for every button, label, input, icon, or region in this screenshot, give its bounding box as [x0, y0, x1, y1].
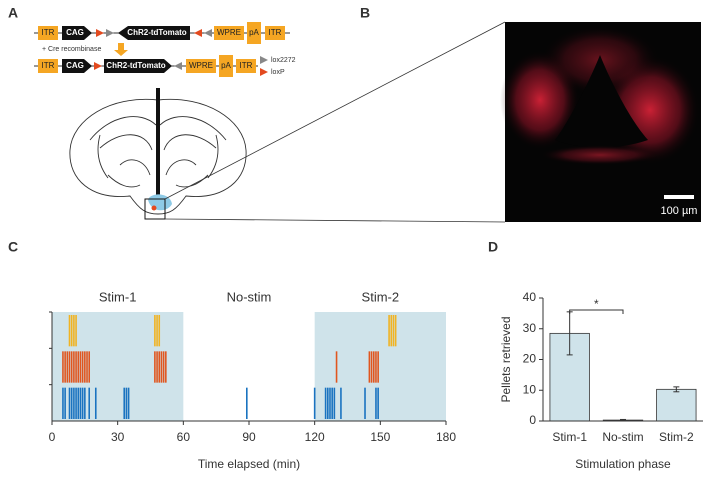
- element-label: CAG: [66, 28, 84, 37]
- panel-label: D: [488, 239, 498, 255]
- y-tick-label: 0: [529, 413, 536, 427]
- top-construct: ITR CAG ChR2-tdTomato WPRE pA ITR: [34, 22, 290, 44]
- x-tick-label: 120: [305, 430, 325, 444]
- element-label: pA: [249, 28, 259, 37]
- optic-fiber: [156, 88, 160, 200]
- legend-swatch: [260, 56, 268, 64]
- element-label: ITR: [240, 61, 253, 70]
- panel-label: B: [360, 5, 370, 21]
- recombinase-label: + Cre recombinase: [42, 46, 101, 53]
- y-tick-label: 30: [523, 321, 537, 335]
- bar: [656, 388, 697, 422]
- scale-bar-label: 100 µm: [661, 205, 698, 217]
- zoom-line: [164, 218, 506, 223]
- x-tick-label: 180: [436, 430, 456, 444]
- x-tick-label: 30: [111, 430, 125, 444]
- target-region: [151, 205, 157, 211]
- y-tick-label: 20: [523, 352, 537, 366]
- element-label: CAG: [66, 61, 84, 70]
- bottom-construct: ITR CAG ChR2-tdTomato WPRE pA ITR: [34, 55, 258, 77]
- element-label: ChR2-tdTomato: [106, 61, 166, 70]
- element-label: ITR: [42, 61, 55, 70]
- phase-label: Stim-2: [362, 289, 400, 304]
- y-tick-label: 10: [523, 382, 537, 396]
- panel-label: A: [8, 5, 18, 21]
- y-tick-label: 40: [523, 290, 537, 304]
- element-label: WPRE: [189, 61, 213, 70]
- significance-label: *: [594, 297, 599, 311]
- arrow: [114, 43, 128, 56]
- x-tick-label: Stim-1: [552, 430, 587, 444]
- micrograph: 100 µm: [500, 22, 701, 222]
- y-axis-title: Pellets retrieved: [499, 316, 513, 402]
- legend-swatch: [260, 68, 268, 76]
- x-axis-title: Time elapsed (min): [198, 457, 300, 471]
- panel-label: C: [8, 239, 18, 255]
- zoom-box: [144, 198, 166, 220]
- significance-bracket: [569, 309, 624, 314]
- phase-label: Stim-1: [99, 289, 137, 304]
- element-label: ITR: [269, 28, 282, 37]
- brain-section: [69, 98, 247, 215]
- legend-label: loxP: [271, 69, 285, 76]
- x-tick-label: 60: [177, 430, 191, 444]
- element-label: ITR: [42, 28, 55, 37]
- element-label: ChR2-tdTomato: [127, 28, 187, 37]
- element-label: pA: [221, 61, 231, 70]
- x-tick-label: No-stim: [602, 430, 643, 444]
- x-tick-label: 0: [49, 430, 56, 444]
- legend-label: lox2272: [271, 57, 296, 64]
- phase-label: No-stim: [227, 289, 272, 304]
- x-tick-label: 150: [370, 430, 390, 444]
- x-axis-title: Stimulation phase: [575, 457, 671, 471]
- zoom-line: [164, 21, 506, 200]
- x-tick-label: Stim-2: [659, 430, 694, 444]
- x-tick-label: 90: [242, 430, 256, 444]
- element-label: WPRE: [217, 28, 241, 37]
